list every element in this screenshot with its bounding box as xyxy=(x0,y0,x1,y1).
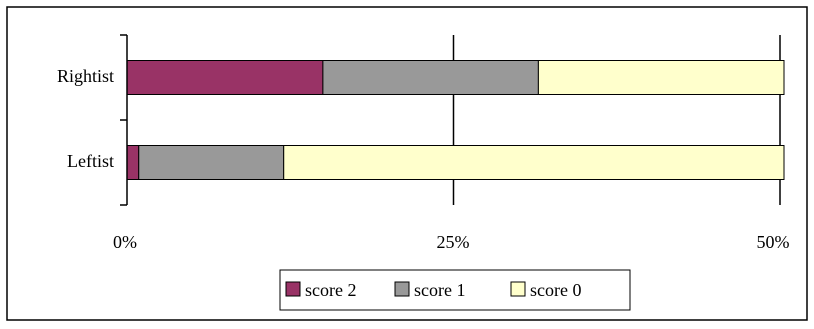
legend-label-score-1: score 1 xyxy=(414,280,465,300)
x-tick-labels: 0% 25% 50% xyxy=(113,232,790,252)
bar-leftist-score-0 xyxy=(283,145,785,180)
x-tick-label-0: 0% xyxy=(113,232,137,252)
x-tick-label-25: 25% xyxy=(437,232,470,252)
legend-swatch-score-1 xyxy=(394,281,410,297)
legend-swatch-score-2 xyxy=(285,281,301,297)
bar-rightist-score-0 xyxy=(537,60,785,95)
bar-leftist-score-1 xyxy=(138,145,285,180)
x-tick-label-50: 50% xyxy=(757,232,790,252)
legend-swatch-score-0 xyxy=(510,281,526,297)
bar-rightist-score-2 xyxy=(126,60,324,95)
legend-label-score-0: score 0 xyxy=(530,280,581,300)
bar-rightist-score-1 xyxy=(322,60,539,95)
category-labels: Rightist Leftist xyxy=(57,66,114,171)
legend: score 2 score 1 score 0 xyxy=(279,269,631,311)
bar-leftist-score-2 xyxy=(126,145,140,180)
category-label-leftist: Leftist xyxy=(67,151,114,171)
legend-box xyxy=(279,269,631,311)
y-axis-ticks xyxy=(120,34,127,206)
legend-label-score-2: score 2 xyxy=(305,280,356,300)
category-label-rightist: Rightist xyxy=(57,66,114,86)
